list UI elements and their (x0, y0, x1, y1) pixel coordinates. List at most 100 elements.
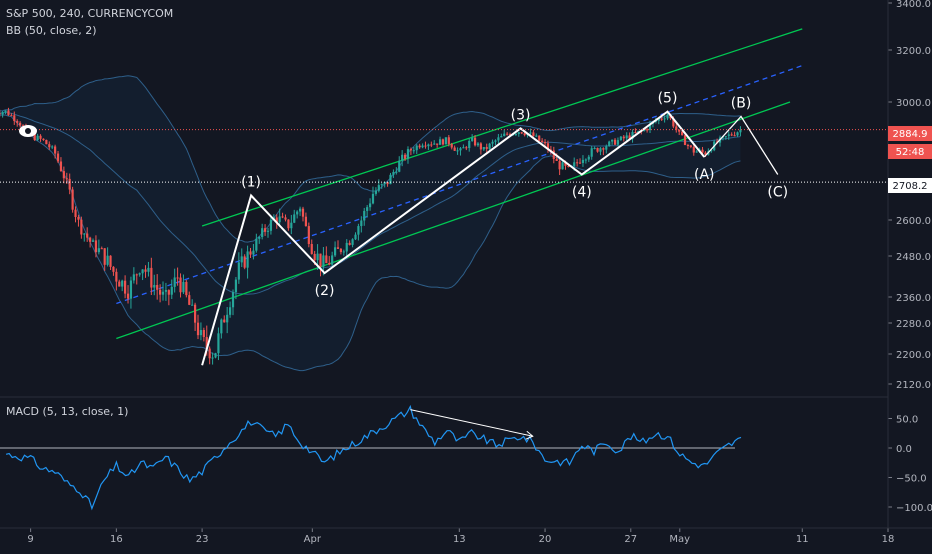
candle-body (176, 277, 179, 279)
candle-body (418, 145, 421, 148)
candle-body (307, 226, 310, 244)
candle-body (68, 178, 71, 190)
candle-body (21, 125, 25, 127)
candle-body (368, 203, 372, 208)
candle-body (281, 216, 284, 218)
candle-body (150, 267, 153, 288)
candle-body (666, 114, 669, 119)
candle-body (156, 284, 159, 290)
candle-body (74, 209, 77, 217)
wave-label: (4) (572, 185, 592, 201)
candle-body (118, 281, 121, 287)
candle-body (494, 140, 497, 142)
candle-body (663, 118, 666, 120)
candle-body (211, 357, 214, 359)
candle-body (421, 145, 424, 148)
time-tick-label: May (669, 534, 690, 545)
candle-body (392, 172, 395, 175)
candle-body (328, 262, 331, 265)
candle-body (243, 256, 246, 268)
candle-body (433, 143, 436, 145)
candle-body (441, 139, 445, 145)
candle-body (683, 135, 687, 146)
candle-body (497, 137, 500, 141)
candle-body (479, 143, 482, 150)
candle-body (535, 135, 538, 137)
candle-body (506, 133, 509, 135)
candle-body (637, 130, 640, 133)
countdown-text: 52:48 (896, 147, 925, 158)
time-tick-label: 20 (539, 534, 552, 545)
candle-body (246, 251, 249, 268)
candle-body (193, 304, 197, 323)
candle-body (491, 141, 494, 144)
candle-body (555, 159, 558, 161)
candle-body (42, 138, 45, 140)
time-tick-label: 27 (624, 534, 637, 545)
candle-body (86, 233, 89, 238)
candle-body (310, 243, 313, 254)
candle-body (278, 216, 281, 223)
candle-body (141, 269, 144, 274)
candle-body (593, 148, 596, 150)
candle-body (147, 267, 150, 272)
eye-icon[interactable] (19, 125, 37, 137)
candle-body (611, 139, 614, 142)
symbol-title: S&P 500, 240, CURRENCYCOM (6, 7, 173, 20)
candle-body (447, 137, 450, 144)
candle-body (202, 329, 205, 337)
wave-label: (1) (241, 175, 261, 191)
candle-body (173, 277, 176, 287)
price-tick-label: 2120.0 (896, 380, 931, 391)
wave-label: (B) (731, 95, 752, 111)
bb-indicator-label[interactable]: BB (50, close, 2) (6, 24, 97, 37)
candle-body (54, 146, 57, 154)
candle-body (576, 162, 579, 164)
bb-fill (0, 75, 741, 371)
candle-body (228, 307, 232, 315)
candle-body (161, 291, 165, 295)
candle-body (672, 118, 675, 127)
candle-body (456, 150, 459, 152)
level-price-tag: 2708.2 (888, 178, 932, 193)
candle-body (124, 280, 127, 294)
candle-body (596, 148, 599, 152)
candle-body (488, 143, 491, 149)
candle-body (485, 146, 488, 149)
candle-body (692, 146, 695, 153)
candle-body (733, 135, 736, 137)
candle-body (558, 160, 561, 170)
candle-body (482, 146, 485, 150)
candle-body (514, 133, 517, 135)
candle-body (517, 132, 520, 134)
candle-body (33, 134, 36, 141)
candle-body (298, 208, 302, 212)
channel-upper-line (201, 28, 803, 227)
candle-body (217, 333, 220, 354)
candle-body (724, 136, 727, 138)
candle-body (581, 159, 585, 163)
candle-body (65, 178, 68, 180)
candle-body (398, 160, 401, 172)
candle-body (287, 219, 290, 229)
candle-body (395, 171, 398, 173)
macd-indicator-label[interactable]: MACD (5, 13, close, 1) (6, 405, 128, 418)
candle-body (532, 132, 535, 137)
candle-body (605, 146, 608, 150)
candle-body (313, 253, 316, 261)
candle-body (237, 262, 240, 280)
candle-body (430, 144, 433, 146)
candle-body (561, 162, 564, 170)
macd-tick-label: 50.0 (896, 415, 918, 426)
candle-body (325, 255, 328, 263)
candle-body (613, 139, 617, 145)
candle-body (135, 274, 138, 276)
bb-upper-band (0, 75, 741, 243)
candle-body (240, 256, 243, 263)
candle-body (471, 137, 474, 141)
candle-body (59, 161, 63, 172)
candle-body (409, 149, 413, 151)
candle-body (401, 154, 404, 161)
candle-body (552, 150, 555, 160)
